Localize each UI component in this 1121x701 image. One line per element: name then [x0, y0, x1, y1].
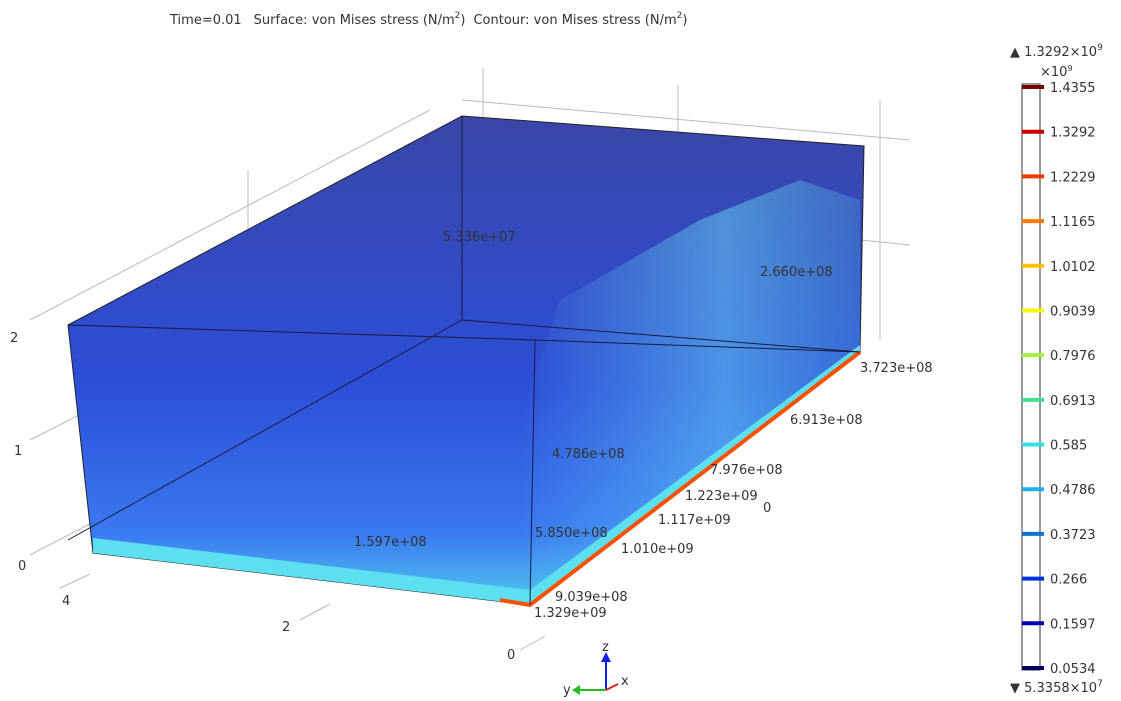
contour-label: 3.723e+08: [860, 361, 933, 376]
contour-label: 6.913e+08: [790, 413, 863, 428]
contour-label: 2.660e+08: [760, 265, 833, 280]
legend-level-label: 0.3723: [1050, 528, 1096, 543]
contour-label: 1.117e+09: [658, 513, 731, 528]
page: {"title": {"time": "Time=0.01", "surface…: [0, 0, 1121, 697]
legend-scale-exp: 9: [1067, 64, 1072, 73]
contour-label: 4.786e+08: [552, 447, 625, 462]
legend-bar: [1022, 84, 1040, 670]
triad-label: x: [621, 674, 629, 689]
z-tick: 2: [10, 331, 18, 346]
title-surface: Surface: von Mises stress (N/m: [254, 13, 455, 28]
legend-level-label: 0.585: [1050, 439, 1087, 454]
title-end: ): [682, 13, 687, 28]
legend-max: ▲ 1.3292×109: [1010, 43, 1103, 60]
legend-level-label: 0.6913: [1050, 394, 1096, 409]
contour-label: 5.850e+08: [535, 526, 608, 541]
x-tick: 0: [763, 501, 771, 516]
legend-max-exp: 9: [1097, 43, 1103, 53]
legend-level-label: 1.3292: [1050, 126, 1096, 141]
legend-scale-text: ×10: [1040, 65, 1067, 80]
legend: ▲ 1.3292×109 ×109 ▼ 5.3358×107 1.43551.3…: [1010, 43, 1103, 696]
legend-min-exp: 7: [1097, 679, 1103, 689]
legend-level-label: 0.0534: [1050, 662, 1096, 677]
contour-label: 1.223e+09: [685, 489, 758, 504]
contour-label: 5.336e+07: [443, 230, 516, 245]
contour-label: 1.010e+09: [621, 542, 694, 557]
legend-level-label: 1.0102: [1050, 260, 1096, 275]
legend-level-label: 1.1165: [1050, 215, 1096, 230]
plot: Time=0.01 Surface: von Mises stress (N/m 2…: [0, 0, 1121, 697]
z-tick: 0: [18, 559, 26, 574]
legend-level-label: 0.7976: [1050, 349, 1096, 364]
legend-max-text: ▲ 1.3292×10: [1010, 45, 1097, 60]
legend-level-label: 1.4355: [1050, 81, 1096, 96]
triad: z y x: [563, 640, 629, 697]
y-tick: 4: [62, 594, 70, 609]
title-contour: Contour: von Mises stress (N/m: [473, 13, 676, 28]
legend-level-label: 1.2229: [1050, 170, 1096, 185]
legend-level-label: 0.4786: [1050, 483, 1096, 498]
contour-label: 1.329e+09: [534, 606, 607, 621]
legend-level-label: 0.9039: [1050, 304, 1096, 319]
legend-scale: ×109: [1040, 64, 1073, 80]
legend-min: ▼ 5.3358×107: [1010, 679, 1103, 696]
triad-label: y: [563, 683, 571, 697]
legend-level-label: 0.1597: [1050, 617, 1096, 632]
z-tick: 1: [14, 444, 22, 459]
y-tick: 0: [507, 648, 515, 663]
contour-label: 7.976e+08: [710, 463, 783, 478]
title-time: Time=0.01: [169, 13, 242, 28]
title-end: ): [460, 13, 465, 28]
y-tick: 2: [282, 620, 290, 635]
legend-min-text: ▼ 5.3358×10: [1010, 681, 1097, 696]
contour-label: 9.039e+08: [555, 590, 628, 605]
triad-label: z: [602, 640, 609, 655]
contour-label: 1.597e+08: [354, 535, 427, 550]
legend-level-label: 0.266: [1050, 573, 1087, 588]
